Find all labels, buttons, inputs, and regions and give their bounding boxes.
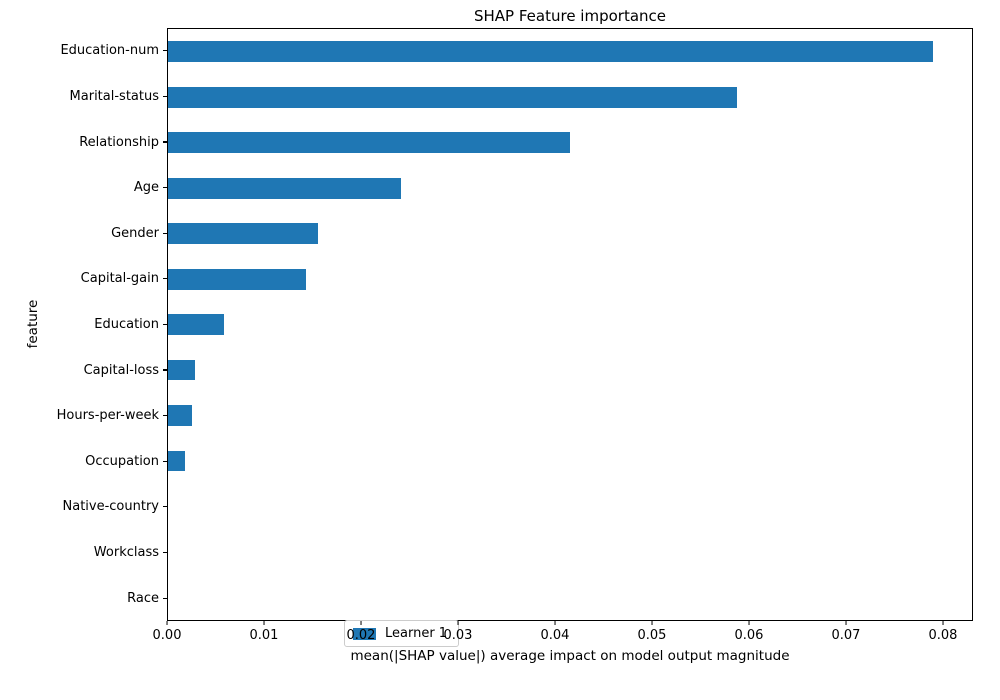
x-tick-mark (651, 621, 653, 625)
y-tick-label: Workclass (93, 545, 159, 560)
bar-capital-gain (168, 268, 307, 290)
x-tick-label: 0.02 (346, 628, 376, 643)
y-tick-label: Age (133, 180, 159, 196)
bar-row (168, 529, 972, 574)
bar-age (168, 177, 402, 199)
y-tick-label: Education (94, 316, 159, 332)
bar-row (168, 165, 972, 210)
y-tick-labels: Education-num Marital-status Relationship A… (0, 28, 167, 621)
x-tick-label: 0.06 (734, 628, 764, 643)
y-tick-label: Capital-gain (80, 271, 159, 287)
y-tick-mark (163, 232, 167, 234)
y-tick-mark (163, 460, 167, 462)
bar-gender (168, 223, 318, 245)
y-tick-label: Hours-per-week (56, 408, 159, 424)
x-tick: 0.07 (831, 621, 860, 643)
bar-row (168, 74, 972, 119)
bar-relationship (168, 132, 570, 154)
x-tick: 0.06 (734, 621, 763, 643)
bar-row (168, 256, 972, 301)
x-tick-label: 0.05 (637, 628, 667, 643)
x-tick-label: 0.07 (831, 628, 861, 643)
plot-area: Learner 1 (167, 28, 973, 647)
x-tick-label: 0.08 (928, 628, 958, 643)
y-tick-mark (163, 323, 167, 326)
y-label-row: Workclass (0, 530, 167, 576)
y-tick-mark (163, 95, 167, 97)
y-tick-mark (163, 50, 167, 52)
bar-row (168, 347, 972, 392)
y-tick-label: Education-num (60, 43, 159, 59)
bar-row (168, 120, 972, 165)
x-tick-label: 0.00 (152, 628, 182, 643)
y-tick-mark (163, 551, 167, 554)
y-label-row: Capital-gain (0, 256, 167, 302)
x-tick-mark (457, 621, 459, 625)
y-label-row: Hours-per-week (0, 393, 167, 439)
y-tick-label: Native-country (62, 499, 160, 515)
y-label-row: Age (0, 165, 167, 211)
x-axis-ticks: 0.00 0.01 0.02 0.03 0.04 0.05 0.06 0.07 0.08 (153, 621, 973, 651)
bar-marital-status (168, 86, 737, 108)
bar-education-num (168, 41, 934, 63)
y-label-row: Native-country (0, 484, 167, 530)
y-label-row: Education-num (0, 28, 167, 74)
bar-education (168, 314, 225, 335)
y-tick-label: Marital-status (69, 88, 159, 104)
y-label-row: Occupation (0, 438, 167, 484)
y-tick-label: Relationship (79, 134, 159, 150)
x-tick: 0.05 (637, 621, 666, 643)
bars-area (168, 29, 972, 620)
bar-hours-per-week (168, 405, 193, 426)
y-tick-mark (163, 278, 167, 280)
x-tick-mark (845, 621, 847, 625)
y-label-row: Race (0, 575, 167, 621)
bar-row (168, 29, 972, 74)
x-tick-mark (360, 621, 362, 625)
x-tick-label: 0.03 (443, 628, 473, 643)
bar-row (168, 438, 972, 483)
bar-row (168, 575, 972, 620)
bar-occupation (168, 450, 186, 472)
y-tick-mark (163, 187, 167, 189)
y-tick-label: Occupation (85, 453, 159, 469)
y-tick-mark (163, 597, 167, 599)
bar-row (168, 484, 972, 529)
chart-title: SHAP Feature importance (473, 7, 667, 25)
x-tick: 0.01 (249, 621, 279, 643)
x-tick: 0.03 (443, 621, 472, 643)
bar-row (168, 211, 972, 256)
y-label-row: Marital-status (0, 74, 167, 120)
x-tick: 0.08 (928, 621, 957, 643)
y-tick-mark (163, 506, 167, 508)
y-tick-mark (163, 369, 167, 371)
y-label-row: Capital-loss (0, 347, 167, 393)
x-tick-mark (748, 621, 750, 625)
y-label-row: Gender (0, 210, 167, 256)
y-tick-label: Capital-loss (83, 362, 159, 378)
x-tick-mark (263, 621, 265, 625)
legend: Learner 1 (344, 620, 460, 647)
legend-label: Learner 1 (385, 626, 448, 641)
x-tick-label: 0.01 (249, 628, 279, 643)
x-tick: 0.00 (152, 621, 182, 643)
bar-row (168, 393, 972, 438)
y-label-row: Education (0, 302, 167, 348)
y-tick-label: Race (127, 590, 159, 606)
y-tick-mark (163, 141, 167, 143)
legend-swatch-icon (353, 627, 376, 640)
x-tick-label: 0.04 (540, 628, 570, 643)
x-tick-mark (166, 621, 168, 625)
x-axis-label: mean(|SHAP value|) average impact on mod… (350, 648, 790, 664)
x-tick: 0.02 (346, 621, 375, 643)
bar-row (168, 302, 972, 347)
y-tick-mark (163, 415, 167, 417)
bar-capital-loss (168, 359, 196, 381)
y-tick-label: Gender (111, 225, 159, 241)
x-tick-mark (554, 621, 556, 625)
x-tick: 0.04 (540, 621, 569, 643)
x-tick-mark (942, 621, 944, 625)
y-label-row: Relationship (0, 119, 167, 165)
